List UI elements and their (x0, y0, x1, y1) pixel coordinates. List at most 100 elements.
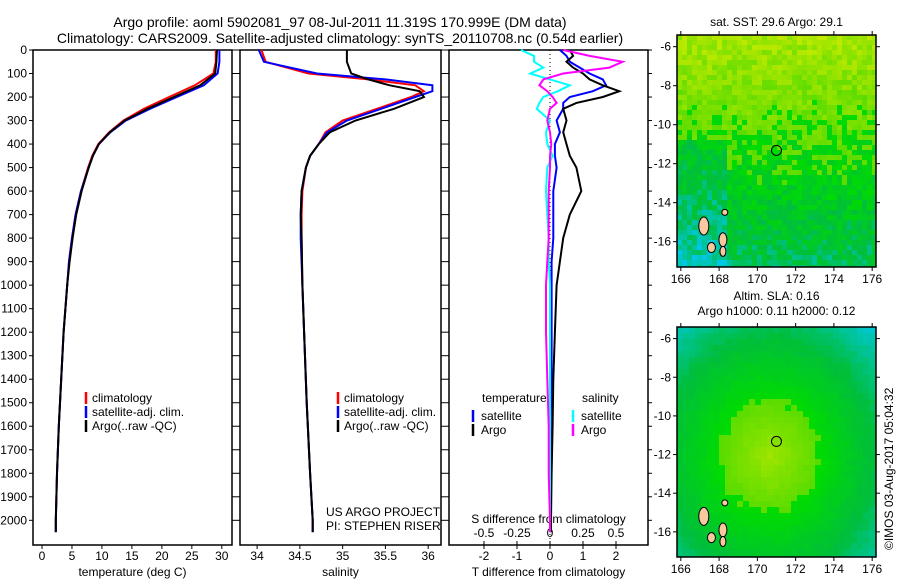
map-cell (857, 471, 864, 478)
map-cell (791, 501, 798, 508)
map-cell (792, 60, 798, 66)
map-cell (732, 225, 738, 231)
map-cell (757, 70, 763, 76)
map-cell (812, 110, 818, 116)
map-cell (833, 429, 840, 436)
map-cell (762, 140, 768, 146)
map-cell (767, 95, 773, 101)
map-cell (687, 160, 693, 166)
map-cell (809, 387, 816, 394)
map-cell (863, 465, 870, 472)
map-cell (857, 495, 864, 502)
map-cell (747, 180, 753, 186)
lat-tick-label: -12 (654, 157, 672, 171)
map-cell (821, 471, 828, 478)
map-cell (777, 200, 783, 206)
map-cell (732, 260, 738, 266)
map-cell (755, 543, 762, 550)
map-cell (847, 135, 853, 141)
map-cell (863, 549, 870, 556)
map-cell (832, 135, 838, 141)
map-cell (767, 55, 773, 61)
map-cell (712, 185, 718, 191)
map-cell (757, 155, 763, 161)
map-cell (707, 165, 713, 171)
map-cell (701, 543, 708, 550)
map-cell (701, 369, 708, 376)
map-cell (787, 260, 793, 266)
map-cell (807, 65, 813, 71)
map-cell (852, 245, 858, 251)
map-cell (701, 339, 708, 346)
map-cell (742, 130, 748, 136)
map-cell (827, 501, 834, 508)
map-cell (683, 459, 690, 466)
map-cell (787, 235, 793, 241)
map-cell (797, 369, 804, 376)
map-cell (839, 333, 846, 340)
map-cell (695, 495, 702, 502)
map-cell (762, 135, 768, 141)
map-cell (762, 70, 768, 76)
map-cell (797, 543, 804, 550)
map-cell (677, 45, 683, 51)
map-cell (852, 160, 858, 166)
map-cell (869, 513, 876, 520)
map-cell (767, 90, 773, 96)
map-cell (777, 235, 783, 241)
map-cell (761, 459, 768, 466)
map-cell (747, 100, 753, 106)
depth-tick-label: 1400 (0, 372, 27, 386)
map-cell (803, 399, 810, 406)
map-cell (767, 549, 774, 556)
map-cell (707, 357, 714, 364)
map-cell (842, 50, 848, 56)
map-cell (743, 555, 750, 557)
salinity-xtick-label: 36 (421, 549, 435, 563)
map-cell (827, 471, 834, 478)
map-cell (821, 453, 828, 460)
map-cell (702, 170, 708, 176)
map-cell (809, 447, 816, 454)
map-cell (839, 537, 846, 544)
map-cell (752, 75, 758, 81)
map-cell (687, 65, 693, 71)
map-cell (719, 345, 726, 352)
map-cell (809, 549, 816, 556)
map-cell (802, 140, 808, 146)
map-cell (872, 125, 876, 131)
map-cell (812, 45, 818, 51)
map-cell (867, 135, 873, 141)
map-cell (692, 120, 698, 126)
map-cell (767, 50, 773, 56)
island-coastline (698, 506, 710, 526)
map-cell (747, 80, 753, 86)
map-cell (701, 399, 708, 406)
map-cell (692, 80, 698, 86)
map-cell (773, 369, 780, 376)
map-cell (755, 531, 762, 538)
map-cell (732, 65, 738, 71)
map-cell (822, 165, 828, 171)
map-cell (852, 110, 858, 116)
map-cell (857, 265, 863, 267)
map-cell (797, 417, 804, 424)
map-cell (833, 519, 840, 526)
map-cell (707, 405, 714, 412)
map-cell (851, 549, 858, 556)
map-cell (717, 160, 723, 166)
map-cell (755, 435, 762, 442)
map-cell (747, 235, 753, 241)
map-cell (862, 35, 868, 41)
map-cell (779, 375, 786, 382)
map-cell (803, 549, 810, 556)
map-cell (827, 555, 834, 557)
map-cell (779, 417, 786, 424)
map-cell (852, 165, 858, 171)
map-cell (847, 145, 853, 151)
map-cell (767, 80, 773, 86)
map-cell (869, 429, 876, 436)
sla-map-title: Altim. SLA: 0.16 (733, 289, 819, 303)
map-cell (839, 387, 846, 394)
s-diff-tick-label: -0.5 (474, 526, 495, 540)
